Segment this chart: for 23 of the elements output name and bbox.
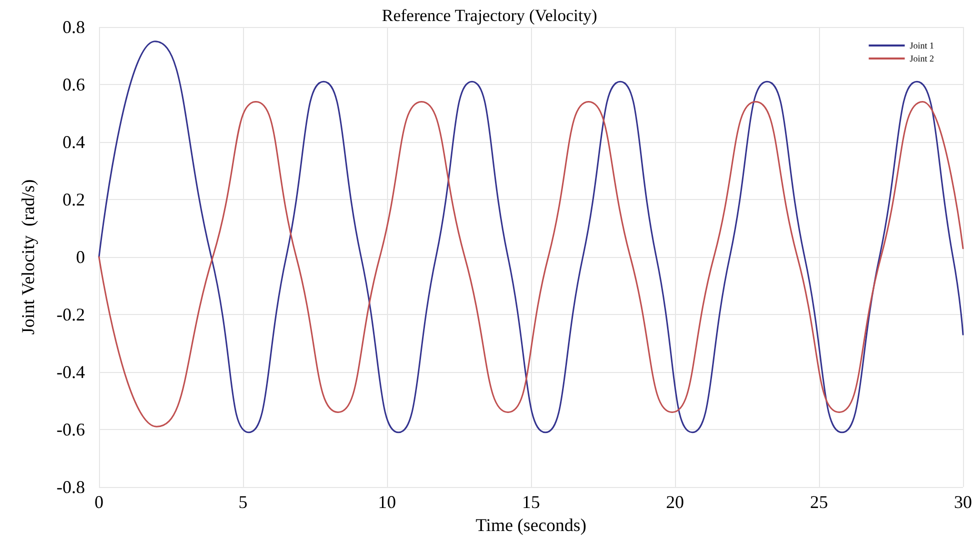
x-tick-label: 5 bbox=[238, 492, 248, 512]
x-tick-label: 30 bbox=[954, 492, 972, 512]
y-tick-label: -0.6 bbox=[56, 420, 85, 440]
y-tick-label: -0.2 bbox=[56, 304, 85, 324]
y-tick-label: 0.8 bbox=[62, 17, 85, 37]
x-tick-label: 20 bbox=[666, 492, 684, 512]
x-tick-label: 10 bbox=[378, 492, 396, 512]
y-tick-label: 0.6 bbox=[62, 74, 85, 94]
y-tick-label: 0.4 bbox=[62, 132, 85, 152]
y-axis-title: Joint Velocity (rad/s) bbox=[18, 179, 38, 335]
x-tick-label: 25 bbox=[810, 492, 828, 512]
y-tick-label: 0.2 bbox=[62, 190, 85, 210]
y-tick-label: 0 bbox=[76, 247, 85, 267]
x-tick-label: 15 bbox=[522, 492, 540, 512]
chart-title: Reference Trajectory (Velocity) bbox=[382, 6, 598, 25]
x-tick-label: 0 bbox=[94, 492, 104, 512]
line-series bbox=[98, 101, 964, 428]
y-tick-label: -0.4 bbox=[56, 362, 85, 382]
legend-label: Joint 2 bbox=[910, 54, 934, 64]
x-axis-title: Time (seconds) bbox=[476, 514, 586, 535]
legend-label: Joint 1 bbox=[910, 40, 934, 50]
line-series bbox=[98, 40, 964, 434]
y-tick-label: -0.8 bbox=[56, 477, 85, 497]
